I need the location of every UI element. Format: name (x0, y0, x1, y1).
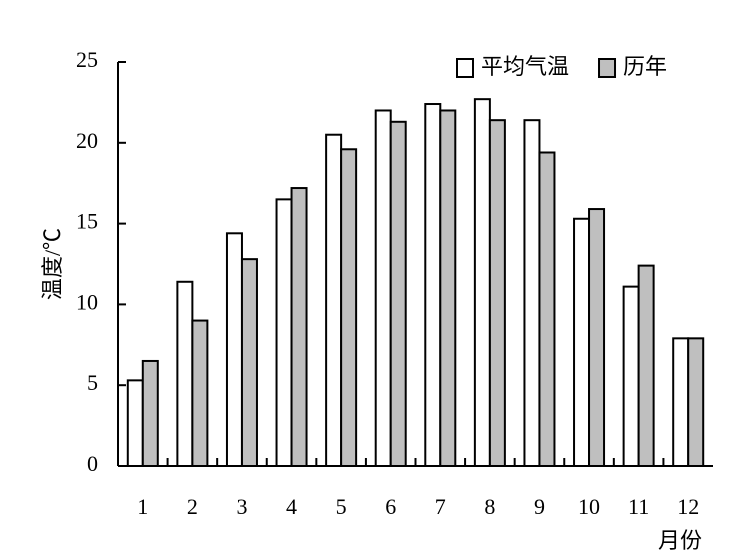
bar (141, 359, 159, 467)
bar (275, 198, 293, 468)
legend-label: 平均气温 (481, 54, 569, 79)
bar (225, 232, 243, 467)
bar (240, 258, 258, 468)
bar (588, 208, 606, 467)
bar (473, 98, 491, 467)
y-axis-label: 温度/℃ (40, 228, 65, 300)
bar (439, 109, 457, 467)
x-tick-label: 12 (677, 494, 699, 519)
x-tick-label: 4 (286, 494, 297, 519)
bar (538, 151, 556, 467)
y-tick-label: 25 (76, 47, 98, 72)
bar (126, 379, 144, 467)
legend-label: 历年 (623, 54, 667, 79)
y-tick-label: 20 (76, 128, 98, 153)
x-axis-label: 月份 (658, 528, 702, 553)
bar (389, 120, 407, 468)
x-tick-label: 10 (578, 494, 600, 519)
bar (424, 103, 442, 468)
y-tick-label: 10 (76, 289, 98, 314)
x-tick-label: 1 (137, 494, 148, 519)
x-tick-label: 5 (336, 494, 347, 519)
bar (176, 280, 194, 467)
bar (191, 319, 209, 467)
legend-swatch (456, 58, 474, 78)
bar (488, 119, 506, 468)
bar (687, 337, 705, 467)
x-tick-label: 8 (484, 494, 495, 519)
bar (290, 187, 308, 467)
bar (374, 109, 392, 467)
legend-swatch (598, 58, 617, 78)
bar (523, 119, 541, 468)
x-tick-label: 7 (435, 494, 446, 519)
x-tick-label: 3 (236, 494, 247, 519)
bar (573, 217, 591, 467)
bar (622, 285, 640, 467)
bar (340, 148, 358, 467)
bar (325, 133, 343, 467)
x-tick-label: 11 (628, 494, 649, 519)
x-tick-label: 9 (534, 494, 545, 519)
bar (672, 337, 690, 467)
y-tick-label: 15 (76, 209, 98, 234)
x-tick-label: 2 (187, 494, 198, 519)
bar (637, 264, 655, 467)
x-tick-label: 6 (385, 494, 396, 519)
y-tick-label: 5 (87, 370, 98, 395)
y-tick-label: 0 (87, 451, 98, 476)
